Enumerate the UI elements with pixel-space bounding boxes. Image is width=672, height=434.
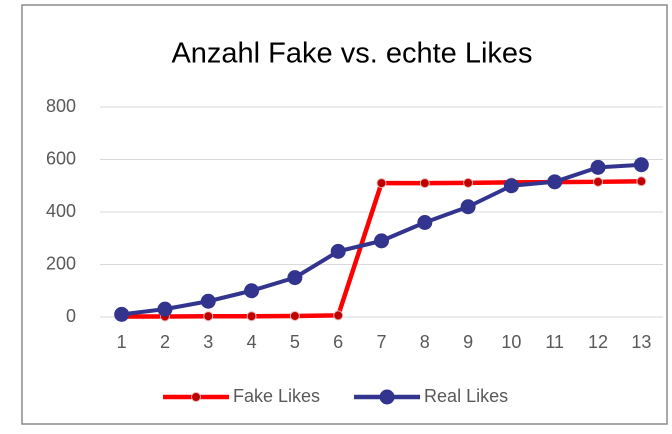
legend-label: Fake Likes (233, 386, 320, 406)
x-tick-label: 6 (333, 332, 343, 352)
data-point (593, 176, 604, 187)
x-tick-label: 5 (290, 332, 300, 352)
legend-marker (379, 389, 395, 405)
data-point (460, 199, 476, 215)
x-tick-label: 7 (376, 332, 386, 352)
y-tick-label: 600 (46, 148, 76, 168)
data-point (244, 283, 260, 299)
data-point (636, 176, 647, 187)
x-tick-label: 8 (420, 332, 430, 352)
data-point (333, 310, 344, 321)
x-tick-label: 9 (463, 332, 473, 352)
data-point (200, 293, 216, 309)
y-tick-label: 400 (46, 201, 76, 221)
data-point (376, 178, 387, 189)
x-tick-label: 4 (247, 332, 257, 352)
data-point (417, 215, 433, 230)
data-point (503, 178, 519, 194)
data-point (287, 270, 303, 286)
x-tick-label: 12 (588, 332, 608, 352)
y-tick-label: 0 (66, 306, 76, 326)
data-point (330, 243, 346, 259)
data-point (374, 233, 389, 249)
data-point (203, 311, 214, 322)
x-tick-label: 11 (545, 332, 564, 352)
x-tick-label: 1 (117, 332, 127, 352)
y-tick-label: 800 (46, 96, 76, 116)
data-point (157, 301, 173, 317)
legend-label: Real Likes (424, 386, 508, 406)
data-point (419, 178, 430, 189)
chart-title: Anzahl Fake vs. echte Likes (171, 38, 532, 70)
y-tick-label: 200 (46, 253, 76, 273)
x-tick-label: 2 (160, 332, 170, 352)
x-tick-label: 13 (631, 332, 651, 352)
data-point (463, 177, 474, 188)
data-point (547, 174, 563, 190)
data-point (114, 306, 130, 322)
data-point (246, 311, 257, 322)
chart-frame (21, 4, 668, 425)
x-tick-label: 10 (501, 332, 521, 352)
data-point (289, 310, 300, 321)
data-point (633, 157, 649, 173)
data-point (590, 159, 606, 175)
x-tick-label: 3 (203, 332, 213, 352)
legend-marker (191, 392, 201, 402)
